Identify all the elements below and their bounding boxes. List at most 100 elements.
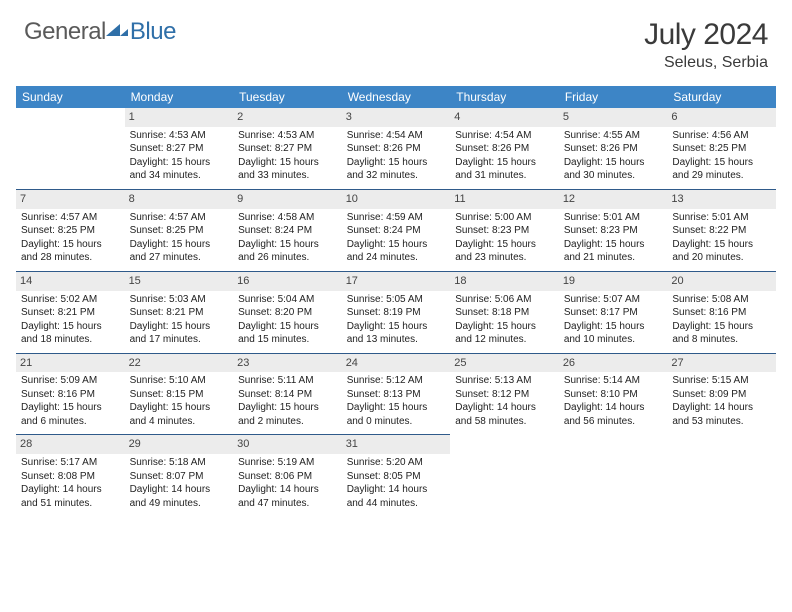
day-content: Sunrise: 4:53 AMSunset: 8:27 PMDaylight:… bbox=[237, 129, 338, 183]
calendar-cell: 19 Sunrise: 5:07 AMSunset: 8:17 PMDayligh… bbox=[559, 271, 668, 353]
day-number: 19 bbox=[559, 272, 668, 291]
day-content: Sunrise: 4:54 AMSunset: 8:26 PMDaylight:… bbox=[454, 129, 555, 183]
daylight-text: Daylight: 15 hours and 18 minutes. bbox=[21, 320, 120, 347]
sunrise-text: Sunrise: 5:18 AM bbox=[130, 456, 229, 470]
sunrise-text: Sunrise: 4:54 AM bbox=[347, 129, 446, 143]
daylight-text: Daylight: 15 hours and 15 minutes. bbox=[238, 320, 337, 347]
calendar-cell: 20 Sunrise: 5:08 AMSunset: 8:16 PMDayligh… bbox=[667, 271, 776, 353]
day-number: 3 bbox=[342, 108, 451, 127]
day-content: Sunrise: 4:54 AMSunset: 8:26 PMDaylight:… bbox=[346, 129, 447, 183]
sunrise-text: Sunrise: 5:00 AM bbox=[455, 211, 554, 225]
day-number: 31 bbox=[342, 435, 451, 454]
daylight-text: Daylight: 15 hours and 6 minutes. bbox=[21, 401, 120, 428]
sunset-text: Sunset: 8:21 PM bbox=[21, 306, 120, 320]
sunset-text: Sunset: 8:23 PM bbox=[564, 224, 663, 238]
daylight-text: Daylight: 15 hours and 4 minutes. bbox=[130, 401, 229, 428]
calendar-head: Sunday Monday Tuesday Wednesday Thursday… bbox=[16, 86, 776, 108]
sunset-text: Sunset: 8:25 PM bbox=[130, 224, 229, 238]
sunrise-text: Sunrise: 4:55 AM bbox=[564, 129, 663, 143]
calendar-cell: 14Sunrise: 5:02 AMSunset: 8:21 PMDayligh… bbox=[16, 271, 125, 353]
day-content: Sunrise: 4:57 AMSunset: 8:25 PMDaylight:… bbox=[129, 211, 230, 265]
sunrise-text: Sunrise: 5:08 AM bbox=[672, 293, 771, 307]
day-number: 20 bbox=[667, 272, 776, 291]
day-number: 16 bbox=[233, 272, 342, 291]
sunrise-text: Sunrise: 4:57 AM bbox=[130, 211, 229, 225]
page-header: General Blue July 2024 Seleus, Serbia bbox=[0, 0, 792, 80]
sunrise-text: Sunrise: 5:09 AM bbox=[21, 374, 120, 388]
sunrise-text: Sunrise: 5:19 AM bbox=[238, 456, 337, 470]
day-header: Saturday bbox=[667, 86, 776, 108]
sunset-text: Sunset: 8:26 PM bbox=[347, 142, 446, 156]
daylight-text: Daylight: 14 hours and 58 minutes. bbox=[455, 401, 554, 428]
sunrise-text: Sunrise: 5:10 AM bbox=[130, 374, 229, 388]
calendar-cell: 25Sunrise: 5:13 AMSunset: 8:12 PMDayligh… bbox=[450, 353, 559, 435]
calendar-cell: 11 Sunrise: 5:00 AMSunset: 8:23 PMDayligh… bbox=[450, 189, 559, 271]
day-content: Sunrise: 5:20 AMSunset: 8:05 PMDaylight:… bbox=[346, 456, 447, 510]
location-label: Seleus, Serbia bbox=[644, 54, 768, 72]
calendar-cell bbox=[667, 435, 776, 516]
sunset-text: Sunset: 8:22 PM bbox=[672, 224, 771, 238]
day-number: 13 bbox=[667, 190, 776, 209]
sunrise-text: Sunrise: 5:14 AM bbox=[564, 374, 663, 388]
calendar-cell: 22Sunrise: 5:10 AMSunset: 8:15 PMDayligh… bbox=[125, 353, 234, 435]
calendar-cell: 3 Sunrise: 4:54 AMSunset: 8:26 PMDaylight… bbox=[342, 108, 451, 189]
day-content: Sunrise: 4:59 AMSunset: 8:24 PMDaylight:… bbox=[346, 211, 447, 265]
sunset-text: Sunset: 8:24 PM bbox=[238, 224, 337, 238]
day-number: 22 bbox=[125, 354, 234, 373]
sunrise-text: Sunrise: 4:54 AM bbox=[455, 129, 554, 143]
daylight-text: Daylight: 15 hours and 28 minutes. bbox=[21, 238, 120, 265]
day-content: Sunrise: 5:00 AMSunset: 8:23 PMDaylight:… bbox=[454, 211, 555, 265]
day-content: Sunrise: 5:14 AMSunset: 8:10 PMDaylight:… bbox=[563, 374, 664, 428]
calendar-cell: 28Sunrise: 5:17 AMSunset: 8:08 PMDayligh… bbox=[16, 435, 125, 516]
sunset-text: Sunset: 8:07 PM bbox=[130, 470, 229, 484]
day-number: 11 bbox=[450, 190, 559, 209]
day-content: Sunrise: 5:01 AMSunset: 8:23 PMDaylight:… bbox=[563, 211, 664, 265]
calendar-row: 21Sunrise: 5:09 AMSunset: 8:16 PMDayligh… bbox=[16, 353, 776, 435]
daylight-text: Daylight: 15 hours and 27 minutes. bbox=[130, 238, 229, 265]
calendar-cell: 15Sunrise: 5:03 AMSunset: 8:21 PMDayligh… bbox=[125, 271, 234, 353]
calendar-row: 7Sunrise: 4:57 AMSunset: 8:25 PMDaylight… bbox=[16, 189, 776, 271]
calendar-cell: 13 Sunrise: 5:01 AMSunset: 8:22 PMDayligh… bbox=[667, 189, 776, 271]
daylight-text: Daylight: 15 hours and 20 minutes. bbox=[672, 238, 771, 265]
day-number: 8 bbox=[125, 190, 234, 209]
daylight-text: Daylight: 15 hours and 2 minutes. bbox=[238, 401, 337, 428]
sunrise-text: Sunrise: 5:04 AM bbox=[238, 293, 337, 307]
daylight-text: Daylight: 15 hours and 33 minutes. bbox=[238, 156, 337, 183]
logo-text-blue: Blue bbox=[130, 18, 176, 46]
daylight-text: Daylight: 14 hours and 51 minutes. bbox=[21, 483, 120, 510]
day-content: Sunrise: 5:06 AMSunset: 8:18 PMDaylight:… bbox=[454, 293, 555, 347]
day-number: 15 bbox=[125, 272, 234, 291]
sunrise-text: Sunrise: 4:58 AM bbox=[238, 211, 337, 225]
day-content: Sunrise: 5:19 AMSunset: 8:06 PMDaylight:… bbox=[237, 456, 338, 510]
daylight-text: Daylight: 15 hours and 32 minutes. bbox=[347, 156, 446, 183]
daylight-text: Daylight: 14 hours and 44 minutes. bbox=[347, 483, 446, 510]
day-content: Sunrise: 4:56 AMSunset: 8:25 PMDaylight:… bbox=[671, 129, 772, 183]
sunset-text: Sunset: 8:10 PM bbox=[564, 388, 663, 402]
daylight-text: Daylight: 15 hours and 12 minutes. bbox=[455, 320, 554, 347]
daylight-text: Daylight: 15 hours and 29 minutes. bbox=[672, 156, 771, 183]
sunset-text: Sunset: 8:24 PM bbox=[347, 224, 446, 238]
calendar-cell: 10Sunrise: 4:59 AMSunset: 8:24 PMDayligh… bbox=[342, 189, 451, 271]
calendar-cell: 1Sunrise: 4:53 AMSunset: 8:27 PMDaylight… bbox=[125, 108, 234, 189]
daylight-text: Daylight: 15 hours and 17 minutes. bbox=[130, 320, 229, 347]
logo-text-general: General bbox=[24, 18, 106, 46]
day-number: 9 bbox=[233, 190, 342, 209]
calendar-cell: 24Sunrise: 5:12 AMSunset: 8:13 PMDayligh… bbox=[342, 353, 451, 435]
daylight-text: Daylight: 14 hours and 47 minutes. bbox=[238, 483, 337, 510]
sunset-text: Sunset: 8:13 PM bbox=[347, 388, 446, 402]
calendar-cell: 21Sunrise: 5:09 AMSunset: 8:16 PMDayligh… bbox=[16, 353, 125, 435]
day-number: 21 bbox=[16, 354, 125, 373]
day-content: Sunrise: 5:04 AMSunset: 8:20 PMDaylight:… bbox=[237, 293, 338, 347]
sunrise-text: Sunrise: 5:06 AM bbox=[455, 293, 554, 307]
sunset-text: Sunset: 8:16 PM bbox=[672, 306, 771, 320]
day-content: Sunrise: 5:15 AMSunset: 8:09 PMDaylight:… bbox=[671, 374, 772, 428]
daylight-text: Daylight: 15 hours and 8 minutes. bbox=[672, 320, 771, 347]
sunrise-text: Sunrise: 5:01 AM bbox=[672, 211, 771, 225]
calendar-cell: 17Sunrise: 5:05 AMSunset: 8:19 PMDayligh… bbox=[342, 271, 451, 353]
daylight-text: Daylight: 14 hours and 56 minutes. bbox=[564, 401, 663, 428]
sunset-text: Sunset: 8:14 PM bbox=[238, 388, 337, 402]
day-content: Sunrise: 5:07 AMSunset: 8:17 PMDaylight:… bbox=[563, 293, 664, 347]
day-number: 17 bbox=[342, 272, 451, 291]
sunset-text: Sunset: 8:08 PM bbox=[21, 470, 120, 484]
daylight-text: Daylight: 14 hours and 49 minutes. bbox=[130, 483, 229, 510]
